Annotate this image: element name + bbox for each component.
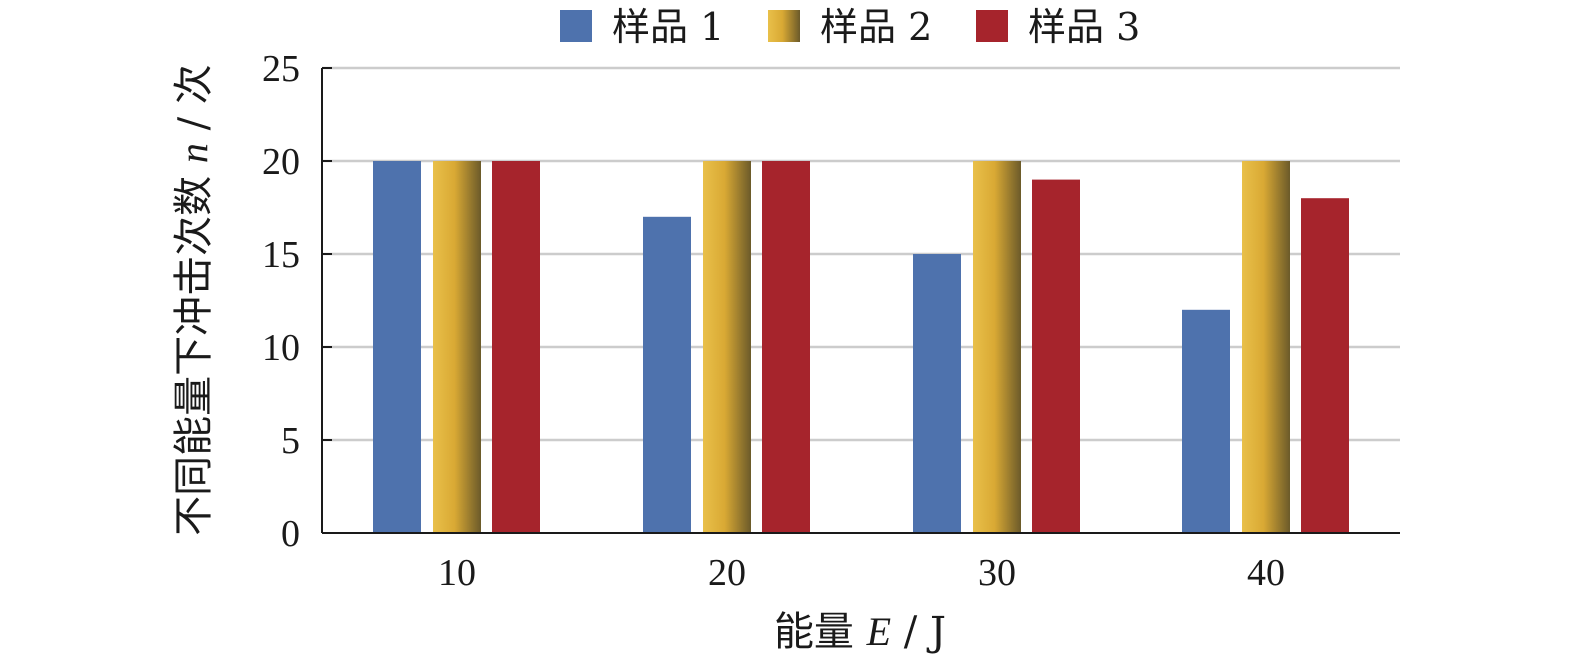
legend: 样品 1 样品 2 样品 3	[560, 5, 1140, 49]
y-tick-label: 5	[281, 420, 300, 462]
bar	[1301, 198, 1349, 533]
bar	[1242, 161, 1290, 533]
bar	[433, 161, 481, 533]
y-tick-label: 20	[262, 141, 300, 183]
bar	[703, 161, 751, 533]
legend-swatch	[560, 10, 592, 42]
x-tick-label: 40	[1247, 552, 1285, 594]
y-tick-label: 15	[262, 234, 300, 276]
legend-swatch	[768, 10, 800, 42]
y-axis-ticks: 0 5 10 15 20 25	[262, 48, 332, 555]
bar	[1032, 179, 1080, 533]
y-tick-label: 10	[262, 327, 300, 369]
x-tick-label: 10	[438, 552, 476, 594]
bars	[373, 161, 1349, 534]
bar	[373, 161, 421, 533]
legend-label: 样品 3	[1028, 5, 1140, 49]
bar	[973, 161, 1021, 533]
bar	[492, 161, 540, 533]
bar	[643, 216, 691, 534]
bar	[1182, 309, 1230, 533]
bar	[913, 254, 961, 533]
gridlines	[322, 66, 1400, 442]
y-tick-label: 0	[281, 513, 300, 555]
legend-label: 样品 2	[820, 5, 932, 49]
x-tick-label: 30	[978, 552, 1016, 594]
x-axis-title: 能量 E / J	[774, 609, 946, 655]
legend-label: 样品 1	[612, 5, 724, 49]
x-tick-label: 20	[708, 552, 746, 594]
y-tick-label: 25	[262, 48, 300, 90]
bar	[762, 161, 810, 533]
legend-swatch	[976, 10, 1008, 42]
x-axis-ticks: 10 20 30 40	[438, 552, 1285, 594]
y-axis-title: 不同能量下冲击次数 n / 次	[171, 64, 217, 536]
